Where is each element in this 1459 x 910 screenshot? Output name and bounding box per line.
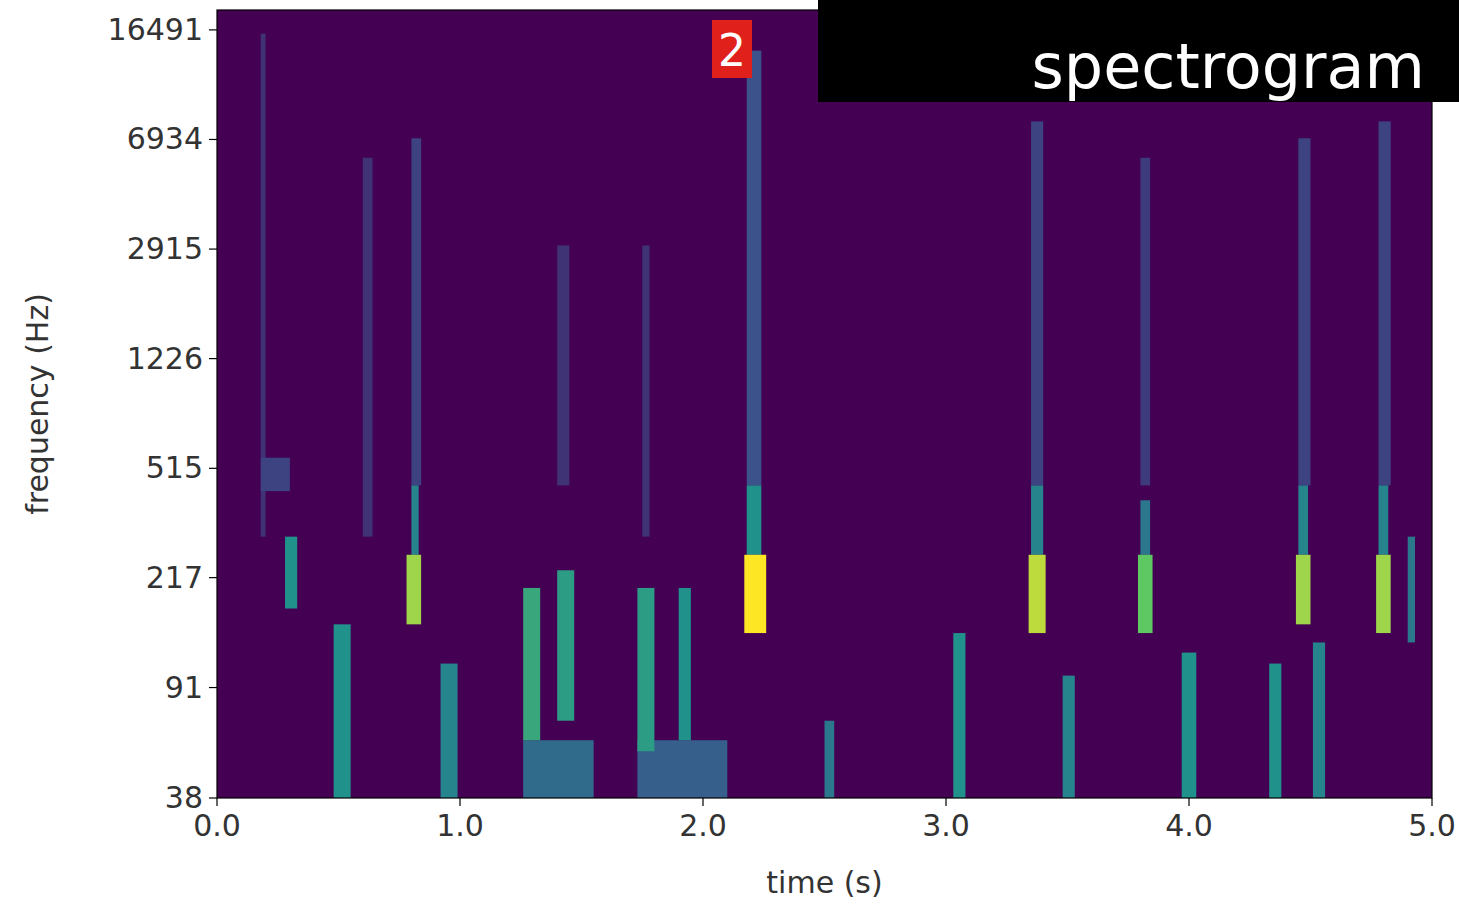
cell [557,245,569,485]
cell [1298,138,1310,485]
x-tick [1431,798,1432,806]
cell [1376,555,1391,633]
cell [1182,653,1197,798]
cell [1313,642,1325,798]
chart: 0.01.02.03.04.05.03891217515122629156934… [0,0,1459,910]
cell [441,664,458,798]
cell [1379,485,1389,554]
cell [261,458,290,491]
x-tick-label: 4.0 [1165,808,1213,843]
y-tick [209,797,217,798]
badge-box [712,20,752,78]
cell [1029,555,1046,633]
cell [557,570,574,720]
x-tick [1188,798,1189,806]
cell [1269,664,1281,798]
y-tick-label: 16491 [108,12,203,47]
cell [1138,555,1153,633]
cells [261,34,1415,798]
y-tick [209,468,217,469]
cell [637,588,654,751]
x-tick-label: 3.0 [922,808,970,843]
cell [1031,121,1043,485]
cell [363,158,373,537]
y-tick [209,248,217,249]
x-axis-title: time (s) [766,865,882,900]
cell [523,588,540,740]
badge: 2 [718,25,746,76]
y-tick-label: 515 [146,450,203,485]
x-tick-label: 5.0 [1408,808,1456,843]
y-tick-label: 38 [165,780,203,815]
x-tick-label: 1.0 [436,808,484,843]
cell [285,537,297,609]
cell [1140,500,1150,554]
y-tick-label: 6934 [127,121,203,156]
cell [1408,537,1415,643]
x-tick [459,798,460,806]
cell [744,555,766,633]
x-tick-label: 2.0 [679,808,727,843]
cell [747,51,762,486]
y-axis-title: frequency (Hz) [20,293,55,515]
title-box [818,0,1459,102]
plot-background [217,10,1432,798]
x-tick [945,798,946,806]
cell [825,721,835,798]
y-tick [209,358,217,359]
cell [953,633,965,798]
cell [407,555,422,625]
cell [642,245,649,536]
cell [334,624,351,798]
x-tick [216,798,217,806]
cell [523,740,593,798]
cell [1063,676,1075,798]
y-tick-label: 2915 [127,231,203,266]
x-tick [702,798,703,806]
y-tick-label: 91 [165,670,203,705]
y-tick [209,29,217,30]
cell [411,485,418,554]
cell [411,138,421,485]
y-tick [209,577,217,578]
frame [217,10,1432,798]
cell [1296,555,1311,625]
cell [747,485,762,554]
y-tick-label: 217 [146,560,203,595]
title: spectrogram [1032,30,1426,103]
y-tick [209,687,217,688]
cell [1140,158,1150,486]
cell [1031,485,1043,554]
cell [1298,485,1308,554]
cell [679,588,691,740]
y-tick [209,139,217,140]
cell [1379,121,1391,485]
y-tick-label: 1226 [127,341,203,376]
